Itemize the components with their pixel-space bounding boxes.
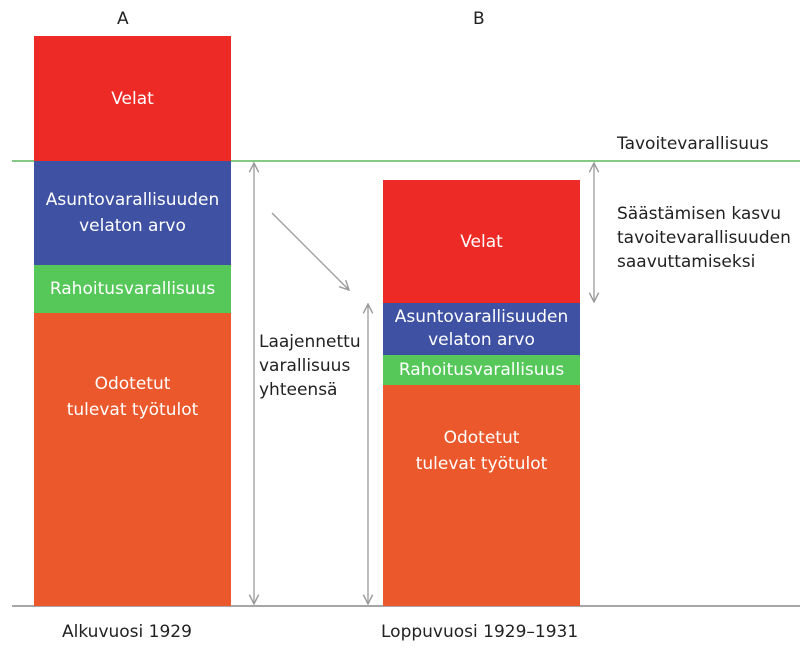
bar-b-velat: Velat [383,180,580,303]
segment-label: Rahoitusvarallisuus [398,360,565,380]
bar-a-header: A [117,9,129,29]
segment-label: Velat [460,231,503,252]
bar-b-header: B [473,9,485,29]
segment-label: Velat [111,88,154,109]
segment-label: Odotetut tulevat työtulot [66,374,199,420]
segment-label: Asuntovarallisuuden velaton arvo [394,307,569,350]
bar-a-odotetut: Odotetut tulevat työtulot [34,313,231,606]
segment-label: Odotetut tulevat työtulot [415,428,548,474]
transition-arrow [271,212,349,290]
segment-label: Rahoitusvarallisuus [49,279,216,299]
target-wealth-label: Tavoitevarallisuus [617,134,769,154]
bar-b-caption: Loppuvuosi 1929–1931 [381,622,579,642]
bar-a-velat: Velat [34,36,231,161]
extended-wealth-label: Laajennettu varallisuus yhteensä [259,332,361,400]
bar-a-rahoitus: Rahoitusvarallisuus [34,265,231,313]
bar-b-asunto: Asuntovarallisuuden velaton arvo [383,303,580,355]
savings-growth-label: Säästämisen kasvu tavoitevarallisuuden s… [617,204,791,272]
segment-label: Asuntovarallisuuden velaton arvo [45,190,220,236]
bar-b-rahoitus: Rahoitusvarallisuus [383,355,580,385]
bar-b-odotetut: Odotetut tulevat työtulot [383,385,580,606]
bar-a-caption: Alkuvuosi 1929 [62,622,192,642]
bar-a-asunto: Asuntovarallisuuden velaton arvo [34,161,231,265]
